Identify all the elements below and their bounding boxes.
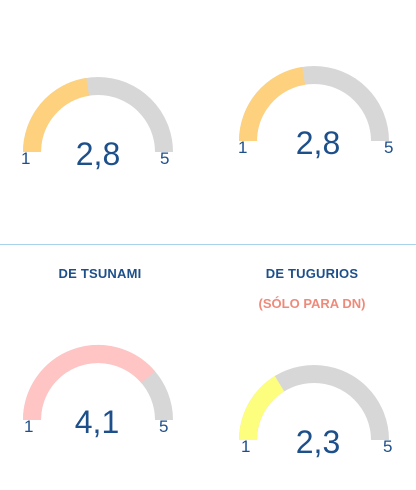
gauge-2-value: 2,8: [295, 125, 341, 161]
gauge-2-max-label: 5: [384, 138, 394, 157]
gauge-3-min-label: 1: [24, 417, 34, 436]
gauge-4-fill: [239, 376, 285, 441]
gauge-4-max-label: 5: [383, 437, 393, 456]
gauge-1-fill: [23, 77, 90, 153]
gauge-3-value: 4,1: [74, 404, 120, 440]
gauge-4-min-label: 1: [241, 437, 251, 456]
gauge-3: 1 4,1 5: [23, 345, 173, 440]
gauge-1-max-label: 5: [160, 149, 170, 168]
gauge-2-fill: [239, 66, 306, 142]
gauge-2-chart: [239, 66, 389, 142]
section-divider: [0, 244, 416, 245]
gauge-2-min-label: 1: [238, 138, 248, 157]
gauge-1-chart: [23, 77, 173, 153]
tugurios-note: (SÓLO PARA DN): [258, 296, 366, 311]
gauge-3-fill: [23, 345, 156, 421]
gauge-3-chart: [23, 345, 173, 421]
gauge-3-max-label: 5: [159, 417, 169, 436]
gauge-4-value: 2,3: [295, 424, 341, 460]
gauge-1: 1 2,8 5: [0, 0, 208, 240]
tsunami-heading: DE TSUNAMI: [58, 266, 142, 281]
gauge-2: 1 2,8 5: [0, 0, 416, 240]
gauge-1-value: 2,8: [75, 136, 121, 172]
gauge-1-min-label: 1: [21, 149, 31, 168]
tugurios-heading: DE TUGURIOS: [265, 266, 359, 281]
